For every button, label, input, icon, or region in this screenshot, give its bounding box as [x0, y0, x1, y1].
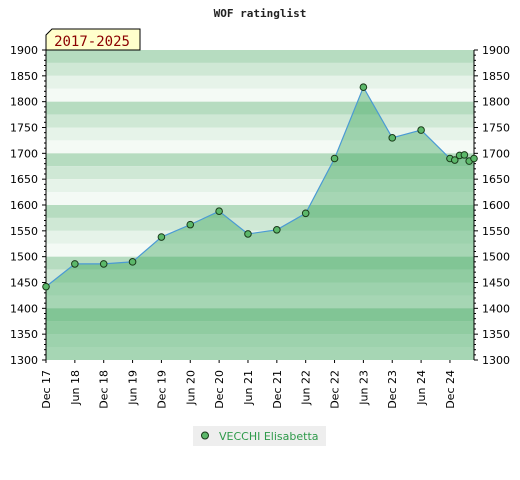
x-tick-label: Dec 22 — [329, 370, 342, 409]
data-point — [186, 220, 195, 229]
x-tick-label: Dec 21 — [271, 370, 284, 409]
period-label: 2017-2025 — [54, 34, 130, 50]
data-point — [359, 83, 368, 91]
x-tick-label: Dec 24 — [444, 370, 457, 409]
period-label-box: 2017-2025 — [45, 28, 141, 51]
grid-band — [46, 88, 474, 102]
series-marks — [42, 83, 478, 291]
x-tick-label: Jun 18 — [69, 370, 82, 406]
y-tick-label-left: 1800 — [10, 96, 38, 109]
y-tick-label-right: 1300 — [482, 354, 510, 367]
y-tick-label-left: 1650 — [10, 173, 38, 186]
legend[interactable]: VECCHI Elisabetta — [193, 426, 326, 446]
legend-box — [193, 426, 326, 446]
data-point — [330, 154, 339, 163]
y-tick-label-left: 1750 — [10, 122, 38, 135]
y-tick-label-left: 1850 — [10, 70, 38, 83]
y-tick-label-left: 1700 — [10, 147, 38, 160]
grid-band — [46, 114, 474, 128]
grid-band — [46, 308, 474, 322]
chart-title: WOF ratinglist — [214, 7, 307, 20]
y-tick-label-left: 1450 — [10, 277, 38, 290]
data-point — [99, 260, 108, 268]
grid-band — [46, 269, 474, 283]
y-tick-label-right: 1450 — [482, 277, 510, 290]
y-tick-label-right: 1400 — [482, 302, 510, 315]
data-point — [450, 156, 459, 164]
grid-band — [46, 217, 474, 231]
y-tick-label-right: 1350 — [482, 328, 510, 341]
x-tick-label: Dec 23 — [386, 370, 399, 409]
data-point — [388, 134, 397, 142]
data-point — [71, 260, 79, 268]
grid-band — [46, 127, 474, 141]
y-tick-label-left: 1300 — [10, 354, 38, 367]
y-tick-label-left: 1400 — [10, 302, 38, 315]
grid-band — [46, 230, 474, 244]
data-point — [301, 209, 310, 218]
y-tick-label-right: 1850 — [482, 70, 510, 83]
grid-band — [46, 140, 474, 154]
area-fill — [46, 87, 474, 360]
grid-band — [46, 62, 474, 76]
y-tick-label-right: 1600 — [482, 199, 510, 212]
data-point — [244, 230, 252, 238]
grid-band — [46, 179, 474, 193]
data-point — [273, 226, 281, 234]
y-tick-label-left: 1600 — [10, 199, 38, 212]
data-point — [128, 258, 137, 266]
y-tick-label-right: 1700 — [482, 147, 510, 160]
grid-band — [46, 282, 474, 296]
grid-band — [46, 347, 474, 360]
grid-band — [46, 101, 474, 115]
legend-label: VECCHI Elisabetta — [219, 430, 319, 443]
y-tick-label-right: 1750 — [482, 122, 510, 135]
grid-band — [46, 75, 474, 89]
x-tick-label: Jun 22 — [300, 370, 313, 406]
data-point — [215, 207, 223, 215]
y-tick-label-right: 1650 — [482, 173, 510, 186]
data-point — [417, 126, 425, 134]
y-tick-label-left: 1550 — [10, 225, 38, 238]
grid-band — [46, 256, 474, 270]
grid-band — [46, 50, 474, 63]
y-tick-label-left: 1500 — [10, 251, 38, 264]
grid-band — [46, 205, 474, 218]
grid-band — [46, 192, 474, 205]
y-tick-label-left: 1900 — [10, 44, 38, 57]
y-tick-label-right: 1900 — [482, 44, 510, 57]
x-tick-label: Jun 20 — [184, 370, 197, 406]
x-tick-label: Dec 18 — [98, 370, 111, 409]
grid-band — [46, 166, 474, 180]
grid-band — [46, 153, 474, 167]
x-tick-label: Dec 20 — [213, 370, 226, 409]
legend-marker-icon — [201, 431, 209, 440]
y-tick-label-right: 1500 — [482, 251, 510, 264]
grid-band — [46, 334, 474, 348]
x-tick-label: Jun 19 — [127, 370, 140, 406]
data-point — [42, 282, 50, 291]
grid-band — [46, 243, 474, 257]
y-tick-label-right: 1800 — [482, 96, 510, 109]
grid-band — [46, 321, 474, 335]
background-bands — [46, 50, 474, 360]
x-tick-label: Jun 24 — [415, 370, 428, 406]
x-tick-label: Jun 23 — [357, 370, 370, 406]
data-point — [460, 151, 469, 159]
axes: 1300 1300 1350 1350 1400 1400 1450 1450 1500 1500… — [10, 44, 510, 409]
data-point — [470, 154, 478, 163]
y-tick-label-right: 1550 — [482, 225, 510, 238]
grid-band — [46, 295, 474, 309]
x-tick-label: Dec 17 — [40, 370, 53, 409]
rating-area — [46, 87, 474, 360]
x-tick-label: Dec 19 — [155, 370, 168, 409]
data-point — [157, 233, 166, 241]
x-tick-label: Jun 21 — [242, 370, 255, 406]
y-tick-label-left: 1350 — [10, 328, 38, 341]
